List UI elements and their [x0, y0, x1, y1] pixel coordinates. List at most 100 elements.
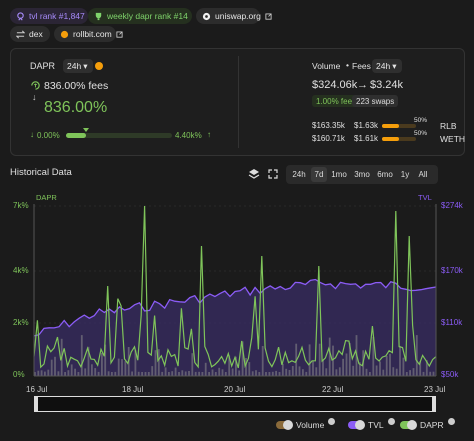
volume-bar: [131, 371, 133, 376]
range-scrubber[interactable]: [34, 396, 436, 412]
timeframe-tab-1mo[interactable]: 1mo: [331, 170, 347, 179]
volume-bar: [392, 367, 395, 376]
volume-bar: [409, 370, 411, 376]
volume-bar: [429, 371, 432, 376]
info-icon[interactable]: [447, 417, 455, 425]
volume-bar: [144, 372, 147, 376]
volume-bar: [332, 345, 334, 376]
volume-bar: [74, 368, 76, 376]
range-handle-left[interactable]: [34, 396, 38, 412]
chevron-down-icon: ▾: [83, 60, 88, 71]
volume-bar: [67, 370, 70, 376]
volume-bar: [34, 372, 36, 376]
info-icon[interactable]: [387, 417, 395, 425]
volume-bar: [208, 372, 210, 376]
volume-bar: [285, 368, 288, 376]
type-badge[interactable]: dex: [10, 26, 50, 42]
volume-bar: [312, 361, 314, 376]
volume-bar: [369, 372, 371, 376]
volume-bar: [134, 350, 137, 376]
volume-fees-separator: •: [346, 60, 349, 70]
dapr-big-value: 836.00%: [44, 99, 108, 116]
refresh-icon: [30, 80, 41, 94]
volume-bar: [322, 360, 324, 376]
tvl-rank-badge[interactable]: tvl rank #1,847: [10, 8, 88, 24]
exchange-link[interactable]: uniswap.org: [196, 8, 272, 24]
volume-bar: [358, 362, 361, 376]
volume-bar: [291, 366, 294, 376]
volume-bar: [248, 362, 251, 376]
volume-bar: [121, 359, 123, 376]
timeframe-tab-3mo[interactable]: 3mo: [354, 170, 370, 179]
rollbit-icon: [60, 30, 69, 39]
volume-bar: [178, 372, 180, 376]
token-share-bar: [382, 124, 416, 128]
volume-bar: [315, 367, 318, 376]
volume-bar: [385, 355, 388, 376]
timeframe-tab-6mo[interactable]: 6mo: [377, 170, 393, 179]
tvl-toggle[interactable]: [348, 420, 365, 430]
token-share-fill: [382, 124, 399, 128]
volume-bar: [271, 371, 274, 376]
volume-bar: [151, 366, 154, 376]
volume-bar: [181, 370, 184, 376]
dapr-fees-value: 836.00% fees: [44, 80, 109, 92]
legend-dapr[interactable]: DAPR: [400, 417, 455, 430]
timeframe-tab-1y[interactable]: 1y: [400, 170, 410, 179]
volume-bar: [258, 372, 261, 376]
volume-bar: [94, 368, 97, 376]
volume-bar: [241, 341, 244, 376]
legend-tvl[interactable]: TVL: [348, 417, 395, 430]
dapr-period-select[interactable]: 24h ▾: [63, 59, 93, 73]
volume-period-select[interactable]: 24h ▾: [372, 59, 402, 73]
type-label: dex: [29, 29, 43, 39]
volume-bar: [265, 372, 267, 376]
volume-bar: [419, 361, 422, 376]
volume-bar: [281, 363, 284, 376]
site-link[interactable]: rollbit.com: [54, 26, 123, 42]
dapr-range-fill: [66, 133, 87, 138]
fees-arrow: →: [357, 79, 368, 91]
dapr-toggle[interactable]: [400, 420, 417, 430]
timeframe-tab-24h[interactable]: 24h: [292, 170, 306, 179]
volume-bar: [389, 353, 391, 376]
right-axis-tick: $110k: [441, 318, 463, 327]
x-axis-tick: 16 Jul: [26, 385, 48, 394]
fee-tier-badge: 1.00% fee: [312, 95, 357, 107]
timeframe-tab-all[interactable]: All: [418, 170, 428, 179]
volume-bar: [305, 371, 308, 376]
volume-bar: [221, 369, 224, 376]
range-handle-right[interactable]: [432, 396, 436, 412]
trophy-icon: [16, 11, 25, 21]
volume-bar: [261, 346, 264, 376]
volume-bar: [268, 372, 271, 376]
volume-bar: [352, 365, 355, 376]
historical-chart: DAPR TVL 7k% 4k% 2k% 0% $274k $170k $110k $50k 16 …: [0, 186, 474, 416]
legend-volume-label: Volume: [296, 420, 325, 430]
info-icon[interactable]: [328, 417, 336, 425]
x-axis-tick: 20 Jul: [224, 385, 246, 394]
external-link-icon: [265, 12, 272, 20]
weekly-rank-badge[interactable]: weekly dapr rank #14: [88, 8, 192, 24]
legend-volume[interactable]: Volume: [276, 417, 336, 430]
volume-bar: [84, 368, 87, 376]
arrow-down-icon: ↓: [32, 92, 37, 102]
volume-bar: [157, 349, 160, 376]
volume-period-value: 24h: [376, 61, 391, 71]
right-axis-tick: $170k: [441, 266, 464, 275]
volume-bar: [255, 370, 257, 376]
warning-icon[interactable]: [95, 62, 103, 70]
timeframe-tab-7d[interactable]: 7d: [311, 167, 327, 182]
volume-bar: [47, 369, 50, 376]
volume-bar: [171, 371, 174, 376]
token-amount: $163.35k: [312, 121, 345, 130]
fullscreen-icon[interactable]: [268, 169, 278, 182]
swaps-badge: 223 swaps: [352, 95, 399, 107]
uniswap-icon: [202, 12, 211, 21]
volume-bar: [251, 371, 254, 376]
volume-bar: [402, 357, 405, 376]
volume-toggle[interactable]: [276, 420, 293, 430]
dapr-line: [33, 205, 437, 369]
layers-icon[interactable]: [248, 168, 260, 183]
volume-bar: [124, 361, 127, 376]
